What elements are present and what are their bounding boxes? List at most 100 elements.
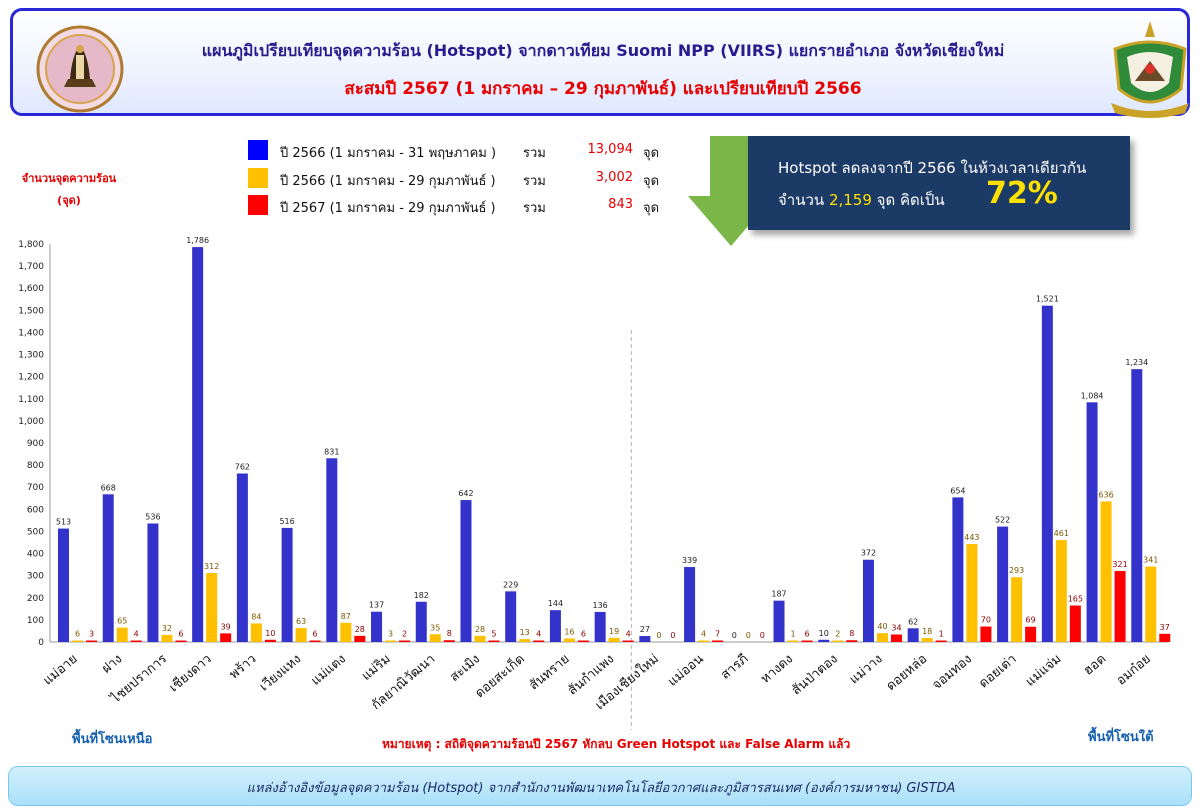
bar-data-label: 19	[609, 627, 619, 636]
bar	[890, 634, 902, 642]
bar-data-label: 39	[221, 622, 231, 631]
bar	[415, 601, 427, 642]
summary-line1: Hotspot ลดลงจากปี 2566 ในห้วงเวลาเดียวกั…	[778, 159, 1087, 177]
bar	[281, 527, 293, 642]
bar	[533, 640, 545, 642]
bar	[340, 622, 352, 642]
bar	[698, 640, 710, 642]
bar-data-label: 8	[849, 629, 854, 638]
bar	[952, 497, 964, 642]
bar-data-label: 137	[369, 601, 384, 610]
bar-data-label: 312	[204, 562, 219, 571]
bar-data-label: 13	[520, 628, 530, 637]
bar-data-label: 6	[178, 630, 183, 639]
bar-data-label: 5	[491, 630, 496, 639]
x-category-label: พร้าว	[227, 652, 260, 683]
bar-data-label: 2	[402, 630, 407, 639]
x-category-label: ดอยหล่อ	[884, 652, 931, 694]
y-tick-label: 1,500	[18, 306, 44, 316]
bar	[818, 639, 830, 642]
bar	[474, 635, 486, 642]
bar-data-label: 0	[732, 631, 737, 640]
bar	[935, 640, 947, 642]
x-category-label: หางดง	[758, 652, 796, 687]
summary-percent: 72%	[986, 176, 1058, 211]
bar-data-label: 16	[564, 627, 574, 636]
x-category-label: ดอยเต่า	[976, 652, 1019, 692]
y-tick-label: 1,600	[18, 284, 44, 294]
bar-data-label: 6	[581, 630, 586, 639]
bar	[505, 591, 517, 642]
bar	[295, 628, 307, 642]
x-category-label: สารภี	[717, 651, 751, 683]
bar-data-label: 18	[922, 627, 932, 636]
chart-title: แผนภูมิเปรียบเทียบจุดความร้อน (Hotspot) …	[201, 41, 1005, 60]
bar-data-label: 522	[995, 516, 1010, 525]
bar	[1011, 577, 1023, 642]
bar	[1086, 402, 1098, 642]
legend-total-value: 13,094	[587, 142, 634, 157]
bar	[250, 623, 262, 642]
bar-data-label: 6	[804, 630, 809, 639]
bar-data-label: 536	[145, 512, 160, 521]
bar	[371, 611, 383, 642]
x-category-label: ฮอด	[1081, 652, 1109, 679]
bar-data-label: 8	[447, 629, 452, 638]
x-category-label: อมก๋อย	[1114, 652, 1154, 689]
bar	[206, 573, 218, 642]
bar	[639, 636, 651, 642]
x-category-label: ฝาง	[99, 652, 125, 677]
bar-data-label: 40	[877, 622, 887, 631]
bar-data-label: 27	[640, 625, 650, 634]
bar-data-label: 0	[746, 631, 751, 640]
bar	[577, 640, 589, 642]
bar-data-label: 32	[162, 624, 172, 633]
bar-data-label: 1	[790, 630, 795, 639]
bar-data-label: 182	[414, 591, 429, 600]
legend-unit: จุด	[643, 146, 660, 161]
bar	[563, 638, 575, 642]
legend-item-2566-feb: ปี 2566 (1 มกราคม - 29 กุมภาพันธ์ ) รวม …	[248, 168, 668, 189]
summary-prefix: จำนวน	[778, 191, 825, 209]
bar-data-label: 6	[313, 630, 318, 639]
bar	[966, 544, 978, 642]
x-category-label: เวียงแหง	[256, 651, 304, 695]
bar	[488, 640, 500, 642]
bar-data-label: 65	[117, 617, 127, 626]
bar-data-label: 0	[760, 631, 765, 640]
legend-total-label: รวม	[523, 174, 546, 189]
legend-swatch-yellow	[248, 168, 268, 188]
bar	[608, 637, 620, 642]
bar	[116, 627, 128, 642]
bar-data-label: 1,084	[1081, 391, 1104, 400]
bar	[72, 640, 83, 642]
provincial-seal-left-logo	[36, 25, 124, 113]
legend-total-value: 3,002	[595, 170, 633, 185]
zone-north-label: พื้นที่โซนเหนือ	[72, 732, 153, 747]
summary-number: 2,159	[828, 191, 872, 209]
bar	[832, 640, 844, 642]
bar-data-label: 642	[458, 489, 473, 498]
bar	[519, 639, 531, 642]
legend-total-label: รวม	[523, 201, 546, 216]
bar-data-label: 187	[771, 590, 786, 599]
x-category-label: แม่อาย	[41, 652, 81, 689]
x-category-label: แม่แจ่ม	[1023, 652, 1064, 690]
y-tick-label: 1,000	[18, 417, 44, 427]
zone-south-label: พื้นที่โซนใต้	[1088, 730, 1154, 745]
bar-data-label: 2	[835, 630, 840, 639]
x-category-label: เชียงดาว	[166, 651, 215, 696]
bar-data-label: 3	[388, 630, 393, 639]
bar	[907, 628, 919, 642]
bar	[846, 640, 858, 642]
bar-data-label: 461	[1054, 529, 1069, 538]
bar	[86, 640, 97, 642]
bar	[773, 600, 785, 642]
y-axis-unit-label-line1: จำนวนจุดความร้อน	[21, 172, 117, 185]
bar-data-label: 37	[1160, 623, 1170, 632]
bar-data-label: 136	[592, 601, 607, 610]
bar-data-label: 4	[134, 630, 139, 639]
bar-data-label: 28	[475, 625, 485, 634]
y-tick-label: 300	[27, 572, 44, 582]
